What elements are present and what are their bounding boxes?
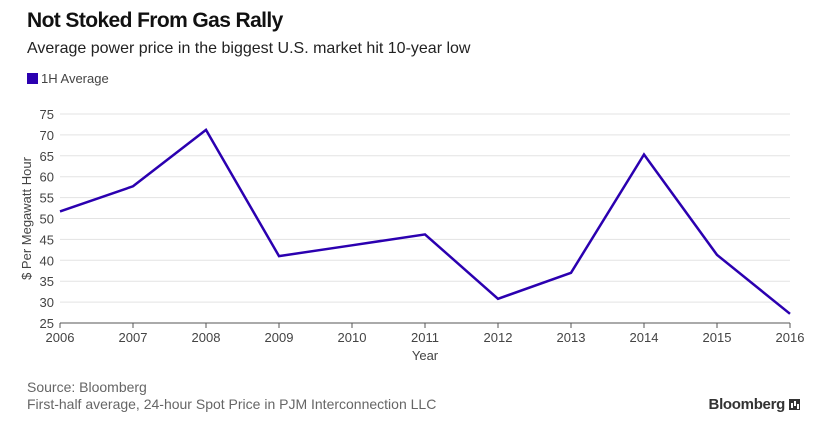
series-line-1h-average — [59, 128, 791, 315]
x-tick-label: 2011 — [411, 330, 439, 345]
x-tick-label: 2014 — [630, 330, 659, 345]
y-tick-label: 60 — [40, 170, 54, 185]
chart-subtitle: Average power price in the biggest U.S. … — [27, 40, 471, 57]
y-tick-label: 30 — [40, 295, 54, 310]
y-axis-label: $ Per Megawatt Hour — [19, 156, 34, 280]
bloomberg-chart-icon — [789, 399, 800, 410]
source-note: Source: Bloomberg — [27, 379, 147, 395]
y-tick-label: 40 — [40, 253, 54, 268]
x-tick-labels: 2006 2007 2008 2009 2010 2011 2012 2013 2014 2015… — [46, 323, 805, 345]
y-tick-labels: 25 30 35 40 45 50 55 60 65 70 75 — [40, 107, 54, 331]
x-tick-label: 2006 — [46, 330, 75, 345]
y-tick-label: 50 — [40, 212, 54, 227]
x-tick-label: 2009 — [265, 330, 294, 345]
y-tick-label: 35 — [40, 274, 54, 289]
y-tick-label: 25 — [40, 316, 54, 331]
legend-label: 1H Average — [41, 71, 109, 86]
legend-swatch — [27, 73, 38, 84]
x-tick-label: 2013 — [557, 330, 586, 345]
y-tick-label: 70 — [40, 128, 54, 143]
footnote: First-half average, 24-hour Spot Price i… — [27, 396, 437, 412]
y-tick-label: 55 — [40, 191, 54, 206]
chart-title: Not Stoked From Gas Rally — [27, 9, 283, 32]
x-tick-label: 2015 — [703, 330, 732, 345]
brand-logo: Bloomberg — [709, 396, 800, 413]
y-tick-label: 45 — [40, 232, 54, 247]
x-tick-label: 2007 — [119, 330, 148, 345]
x-tick-label: 2008 — [192, 330, 221, 345]
y-tick-label: 75 — [40, 107, 54, 122]
x-axis-label: Year — [412, 348, 439, 363]
y-tick-label: 65 — [40, 149, 54, 164]
x-tick-label: 2010 — [338, 330, 367, 345]
footer: Source: Bloomberg First-half average, 24… — [27, 379, 436, 413]
legend: 1H Average — [27, 71, 109, 86]
brand-name: Bloomberg — [708, 396, 786, 413]
x-tick-label: 2012 — [484, 330, 513, 345]
x-tick-label: 2016 — [776, 330, 805, 345]
grid-lines — [60, 113, 790, 303]
